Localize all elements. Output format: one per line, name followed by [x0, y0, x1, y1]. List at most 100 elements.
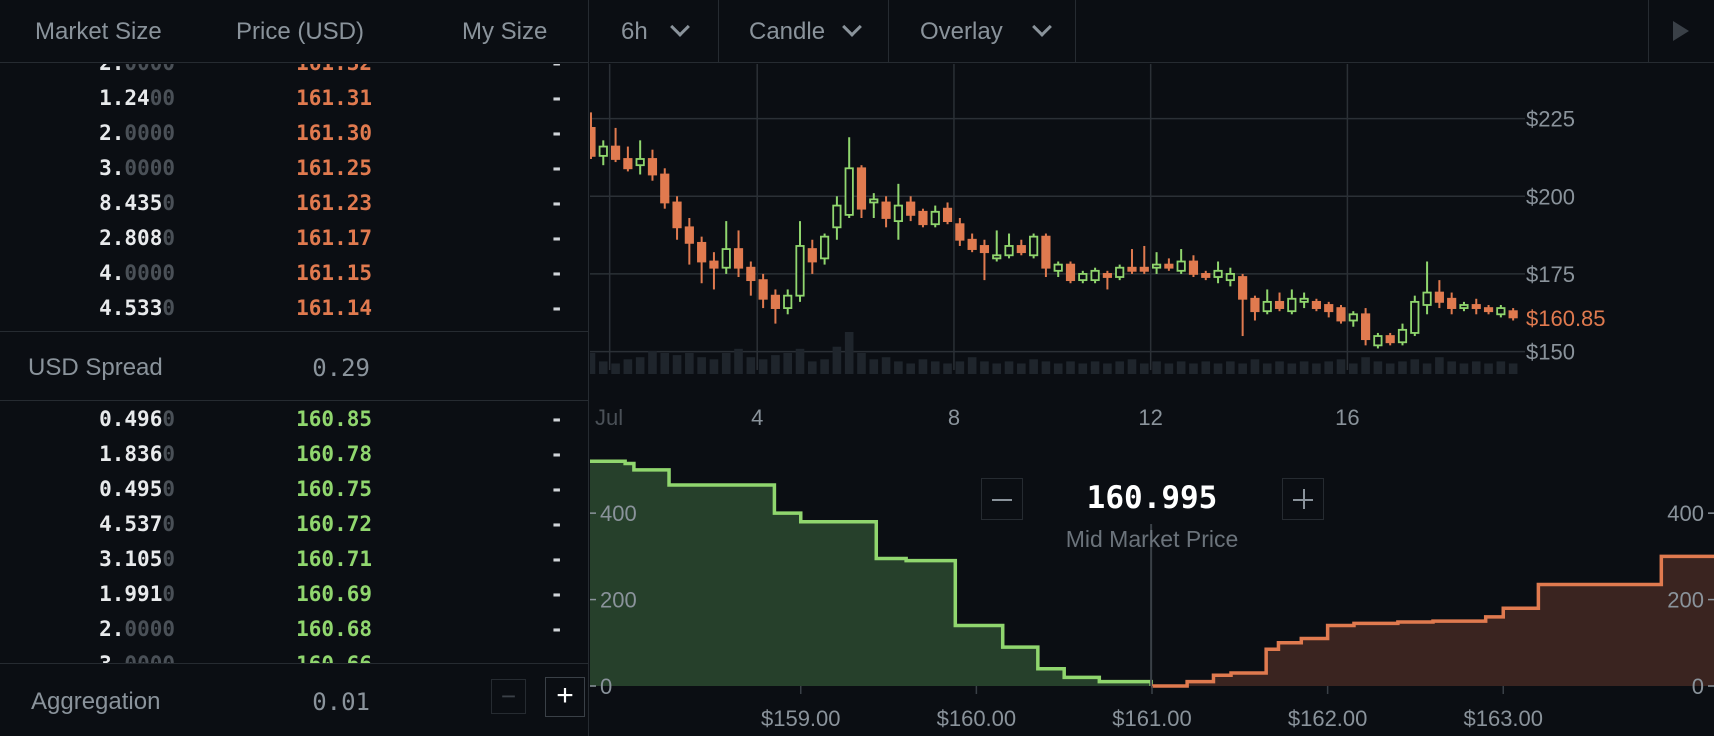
ask-row[interactable]: 3.0000 161.25 - [0, 150, 588, 185]
bid-price: 160.75 [296, 477, 372, 501]
bid-row[interactable]: 4.5370 160.72 - [0, 506, 588, 541]
zoom-in-button[interactable] [1282, 478, 1324, 520]
y-tick-label: $175 [1526, 262, 1575, 287]
ask-price: 161.17 [296, 226, 372, 250]
size-main: 4.537 [99, 512, 163, 536]
volume-bar [1484, 363, 1493, 374]
size-trailing-zeros: 0 [162, 582, 175, 606]
volume-bar [807, 361, 817, 374]
candle-up [1029, 235, 1039, 257]
volume-bar [1373, 361, 1383, 374]
ask-size: 8.4350 [99, 191, 175, 215]
zoom-out-button[interactable] [981, 478, 1023, 520]
volume-bar [598, 361, 608, 374]
size-main: 2.808 [99, 226, 163, 250]
y-tick-label-left: 0 [600, 674, 612, 699]
play-button[interactable] [1648, 0, 1714, 63]
candle-down [942, 207, 953, 223]
ask-row[interactable]: 2.0000 161.32 - [0, 64, 588, 80]
candle-down [1483, 307, 1494, 313]
candle-down [1127, 266, 1137, 272]
bid-row[interactable]: 1.9910 160.69 - [0, 576, 588, 611]
my-size: - [550, 407, 563, 431]
volume-bar [1250, 359, 1260, 374]
candle-up [844, 167, 854, 216]
volume-bar [1349, 363, 1358, 374]
volume-bar [1447, 361, 1456, 374]
ask-row[interactable]: 2.0000 161.30 - [0, 115, 588, 150]
my-size: - [550, 121, 563, 145]
candle-down [1250, 297, 1260, 313]
candle-up [893, 204, 903, 223]
volume-bar [1312, 363, 1321, 374]
ask-depth-area [1151, 556, 1714, 686]
volume-bar [1398, 361, 1407, 374]
my-size-header[interactable]: My Size [462, 18, 548, 45]
bids-list[interactable]: 0.4960 160.85-1.8360 160.78-0.4950 160.75- 4… [0, 400, 588, 664]
volume-bar [820, 359, 829, 374]
ask-size: 3.0000 [99, 156, 175, 180]
ask-size: 4.5330 [99, 296, 175, 320]
ask-row[interactable]: 4.5330 161.14 - [0, 290, 588, 325]
ask-price: 161.30 [296, 121, 372, 145]
price-header[interactable]: Price (USD) [236, 18, 365, 45]
volume-bar [1471, 361, 1481, 374]
candle-down [1016, 245, 1026, 254]
price-chart[interactable]: $150 $175 $200 $225 $160.85 Jul 4 8 12 16 [590, 64, 1714, 444]
x-tick-label: 4 [751, 405, 763, 430]
candle-up [930, 210, 940, 226]
size-main: 3. [99, 652, 125, 664]
ask-row[interactable]: 4.0000 161.15 - [0, 255, 588, 290]
candle-up [1422, 291, 1432, 306]
candle-down [623, 158, 633, 170]
bid-row[interactable]: 2.0000 160.68 - [0, 611, 588, 646]
bid-row[interactable]: 0.4950 160.75 - [0, 471, 588, 506]
y-tick-label-left: 400 [600, 501, 637, 526]
ask-row[interactable]: 8.4350 161.23 - [0, 185, 588, 220]
aggregation-increase-button[interactable]: + [545, 677, 585, 717]
ask-row[interactable]: 1.2400 161.31 - [0, 80, 588, 115]
bid-price: 160.72 [296, 512, 372, 536]
depth-chart[interactable]: 0 0 200 200 400 400 $159.00 $160.00 $161.00 $162… [590, 444, 1714, 736]
asks-list[interactable]: 2.0000161.32-1.2400161.31-2.0000161.30-3… [0, 64, 588, 332]
size-trailing-zeros: 0 [162, 512, 175, 536]
candle-down [979, 245, 990, 254]
chart-type-dropdown[interactable]: Candle [719, 0, 889, 63]
volume-bar [1152, 361, 1161, 374]
my-size: - [550, 191, 563, 215]
volume-bar [1459, 363, 1469, 374]
volume-bar [660, 353, 670, 374]
volume-bar [1361, 357, 1370, 374]
last-price-label: $160.85 [1526, 306, 1606, 331]
volume-bar [1078, 363, 1088, 374]
ask-price: 161.25 [296, 156, 372, 180]
volume-bar [955, 361, 965, 374]
volume-bar [1066, 361, 1075, 374]
aggregation-decrease-button[interactable]: − [491, 679, 526, 714]
bid-row[interactable]: 3.1050 160.71 - [0, 541, 588, 576]
market-size-header[interactable]: Market Size [35, 18, 162, 45]
candle-down [856, 167, 867, 210]
interval-label: 6h [621, 18, 648, 45]
size-main: 1.991 [99, 582, 163, 606]
bid-size: 2.0000 [99, 617, 175, 641]
candle-up [795, 245, 805, 297]
size-trailing-zeros: 0000 [124, 121, 175, 145]
bid-price: 160.69 [296, 582, 372, 606]
bid-row[interactable]: 1.8360 160.78 - [0, 436, 588, 471]
candle-down [955, 223, 965, 241]
volume-bar [709, 359, 719, 374]
candle-down [770, 294, 781, 309]
volume-bar [685, 353, 694, 374]
ask-row[interactable]: 2.8080 161.17 - [0, 220, 588, 255]
overlay-dropdown[interactable]: Overlay [889, 0, 1076, 63]
interval-dropdown[interactable]: 6h [590, 0, 719, 63]
size-main: 3. [99, 156, 125, 180]
bid-row[interactable]: 3.0000 160.66 - [0, 646, 588, 664]
volume-bar [1496, 361, 1506, 374]
size-trailing-zeros: 0000 [124, 652, 175, 664]
bid-row[interactable]: 0.4960 160.85 - [0, 401, 588, 436]
volume-bar [1201, 361, 1211, 374]
candle-down [1274, 300, 1285, 309]
bid-size: 0.4960 [99, 407, 175, 431]
